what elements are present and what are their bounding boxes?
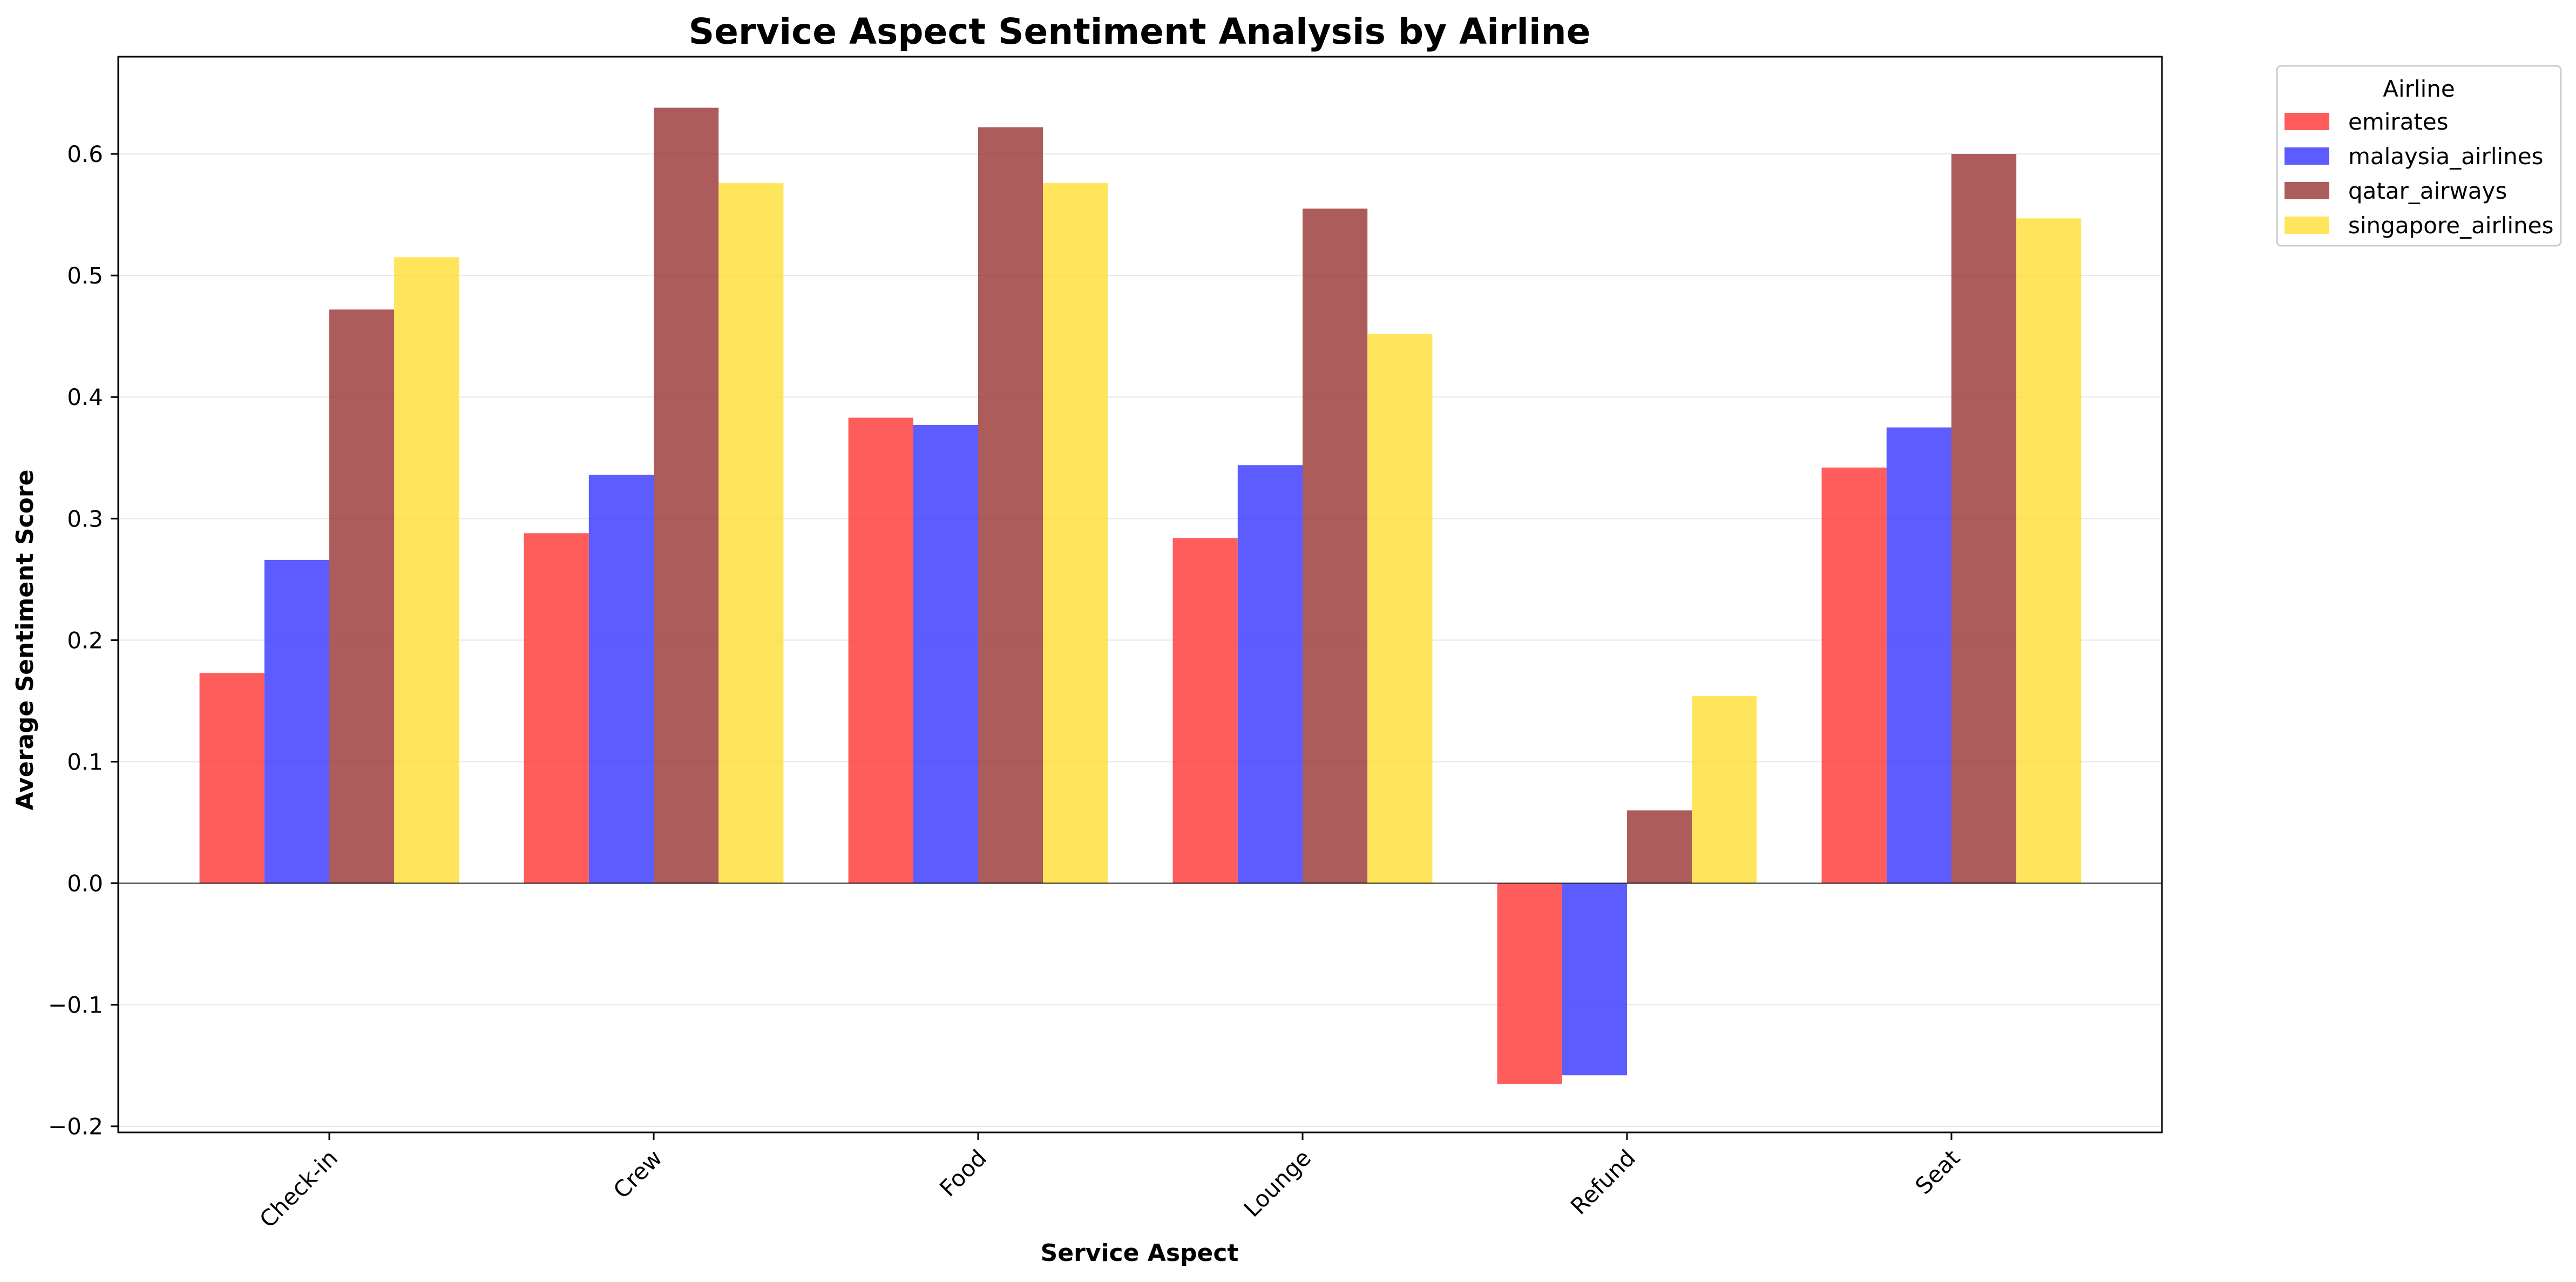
y-tick-label-8: 0.6 [67,141,103,167]
x-tick-label-crew: Crew [608,1144,668,1204]
chart-title: Service Aspect Sentiment Analysis by Air… [689,11,1591,52]
bar-qatar_airways-seat [1951,154,2017,883]
bar-malaysia_airlines-refund [1562,883,1627,1076]
legend-swatch-qatar_airways [2284,182,2329,199]
legend-label-singapore_airlines: singapore_airlines [2348,212,2553,239]
y-tick-label-3: 0.1 [67,748,103,775]
y-tick-label-2: 0.0 [67,871,103,897]
bar-singapore_airlines-food [1043,183,1108,883]
bar-malaysia_airlines-check-in [264,559,329,883]
legend-items: emirates malaysia_airlines qatar_airwayssi… [2284,109,2553,239]
legend-swatch-malaysia_airlines [2284,147,2329,165]
bar-singapore_airlines-check-in [394,257,459,883]
legend: Airline emirates malaysia_airlines qatar_a… [2276,65,2562,247]
legend-title: Airline [2383,76,2455,102]
bar-singapore_airlines-seat [2016,218,2082,883]
bar-emirates-lounge [1172,538,1238,883]
bar-qatar_airways-crew [654,107,719,883]
x-tick-label-refund: Refund [1565,1144,1640,1219]
plot-frame [117,56,2163,1133]
legend-label-qatar_airways: qatar_airways [2348,178,2507,204]
legend-label-emirates: emirates [2348,109,2449,135]
y-axis-label: Average Sentiment Score [11,470,39,811]
x-tick-label-check-in: Check-in [254,1144,343,1233]
bar-emirates-refund [1497,883,1562,1084]
x-axis-label: Service Aspect [1041,1239,1239,1267]
x-axis: Check-in Crew Food Lounge Refund Seat [254,1132,1965,1233]
legend-swatch-singapore_airlines [2284,217,2329,234]
x-tick-label-lounge: Lounge [1238,1144,1316,1222]
bars [199,107,2082,1084]
bar-emirates-check-in [199,673,265,883]
legend-box [2276,65,2562,247]
y-tick-label-4: 0.2 [67,627,103,653]
bar-malaysia_airlines-crew [588,475,654,883]
bar-malaysia_airlines-food [913,425,978,883]
bar-emirates-food [848,417,913,883]
bar-malaysia_airlines-seat [1886,427,1951,883]
bar-singapore_airlines-lounge [1367,334,1433,883]
bar-qatar_airways-refund [1627,810,1692,883]
y-tick-label-5: 0.3 [67,505,103,532]
bar-qatar_airways-lounge [1303,208,1368,883]
bar-emirates-seat [1821,467,1887,883]
bar-singapore_airlines-crew [718,183,784,883]
legend-label-malaysia_airlines: malaysia_airlines [2348,143,2544,170]
x-tick-label-food: Food [934,1144,992,1202]
bar-emirates-crew [524,533,589,883]
bar-malaysia_airlines-lounge [1237,465,1303,883]
legend-swatch-emirates [2284,113,2329,130]
y-axis: −0.2 −0.1 0.0 0.1 0.2 0.3 0.4 0.5 0.6 [48,141,118,1140]
y-tick-label-7: 0.5 [67,262,103,289]
bar-qatar_airways-food [978,127,1043,883]
y-tick-label-1: −0.1 [48,992,103,1018]
y-tick-label-0: −0.2 [48,1114,103,1140]
x-tick-label-seat: Seat [1910,1144,1965,1199]
bar-singapore_airlines-refund [1692,696,1757,883]
y-tick-label-6: 0.4 [67,384,103,410]
bar-qatar_airways-check-in [329,309,395,883]
